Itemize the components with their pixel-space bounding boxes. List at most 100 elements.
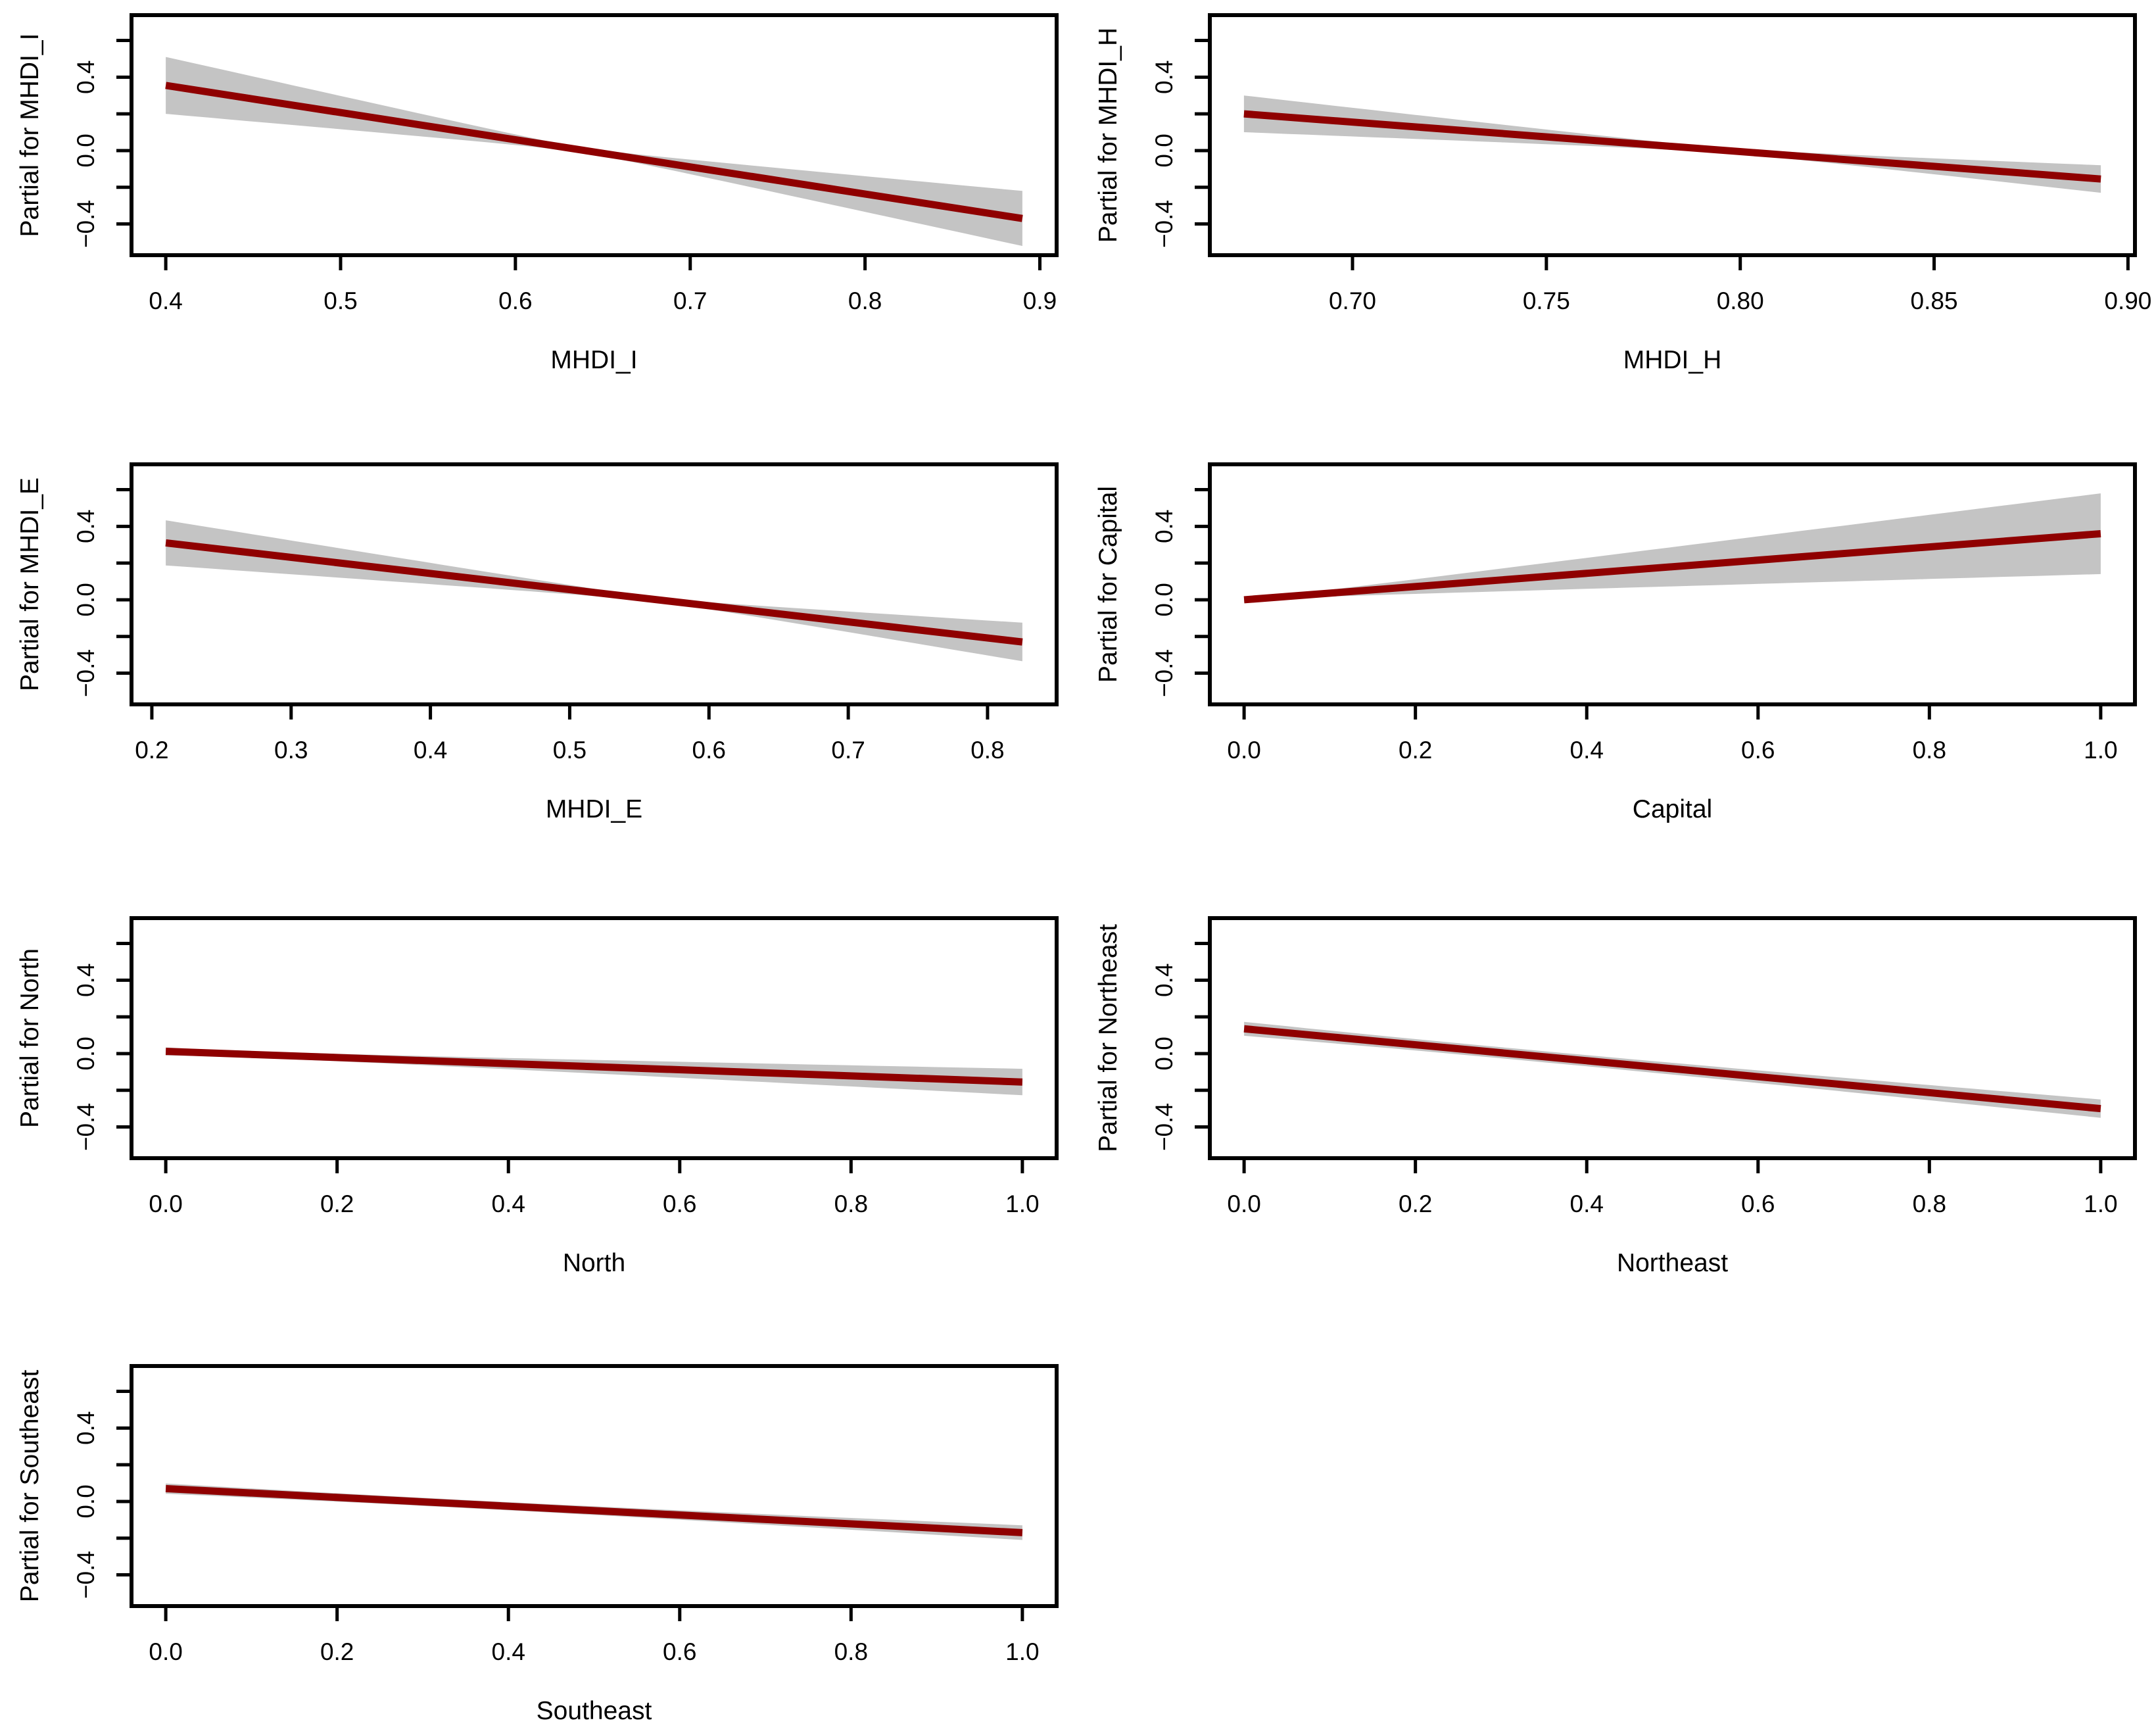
confidence-band <box>1244 493 2101 602</box>
regression-line <box>165 82 1023 222</box>
plot-mhdi-i: 0.4 0.5 0.6 0.7 0.8 0.9 −0.4 0.0 0.4 MHDI_I Partia… <box>0 0 1078 450</box>
plot-southeast: 0.0 0.2 0.4 0.6 0.8 1.0 −0.4 0.0 0.4 Southeast Par… <box>0 1351 1078 1733</box>
y-tick-label: 0.0 <box>1151 1037 1178 1070</box>
x-tick-label: 0.8 <box>970 737 1004 764</box>
x-axis: 0.0 0.2 0.4 0.6 0.8 1.0 <box>149 1158 1040 1217</box>
x-tick-label: 0.6 <box>692 737 726 764</box>
x-tick-label: 0.6 <box>1741 1190 1775 1217</box>
y-tick-label: −0.4 <box>72 200 99 248</box>
x-tick-label: 0.0 <box>149 1638 182 1665</box>
y-axis: −0.4 0.0 0.4 <box>72 39 132 248</box>
y-axis: −0.4 0.0 0.4 <box>72 1390 132 1599</box>
y-axis-title: Partial for MHDI_E <box>16 477 44 691</box>
plot-box <box>130 462 1059 706</box>
plot-box <box>130 13 1059 257</box>
x-axis-title: Southeast <box>537 1697 652 1725</box>
y-tick-label: 0.0 <box>1151 134 1178 167</box>
x-tick-label: 0.4 <box>492 1190 525 1217</box>
x-axis-title: MHDI_I <box>550 346 637 374</box>
y-tick-label: 0.4 <box>1151 510 1178 543</box>
x-axis-title: Northeast <box>1617 1249 1728 1277</box>
x-tick-label: 0.2 <box>135 737 168 764</box>
x-tick-label: 0.7 <box>831 737 865 764</box>
x-tick-label: 0.70 <box>1329 287 1376 314</box>
y-axis-title: Partial for MHDI_I <box>16 34 44 237</box>
x-tick-label: 0.2 <box>1399 1190 1432 1217</box>
x-tick-label: 0.4 <box>149 287 182 314</box>
x-tick-label: 0.2 <box>320 1638 354 1665</box>
x-axis: 0.0 0.2 0.4 0.6 0.8 1.0 <box>149 1606 1040 1665</box>
regression-line <box>165 1048 1023 1086</box>
y-tick-label: −0.4 <box>72 1103 99 1151</box>
plot-mhdi-e: 0.2 0.3 0.4 0.5 0.6 0.7 0.8 −0.4 0.0 0.4 MHDI_E Par… <box>0 449 1078 899</box>
y-axis: −0.4 0.0 0.4 <box>1151 942 1210 1151</box>
y-tick-label: 0.4 <box>72 964 99 997</box>
y-tick-label: −0.4 <box>1151 649 1178 697</box>
x-tick-label: 0.8 <box>848 287 882 314</box>
x-axis-title: Capital <box>1633 795 1712 823</box>
regression-line <box>1243 529 2101 604</box>
regression-line <box>165 1484 1023 1536</box>
plot-box <box>130 916 1059 1160</box>
x-tick-label: 0.5 <box>553 737 587 764</box>
x-tick-label: 0.6 <box>663 1638 696 1665</box>
x-axis-title: MHDI_H <box>1623 346 1722 374</box>
y-tick-label: 0.4 <box>1151 61 1178 94</box>
x-tick-label: 0.2 <box>1399 737 1432 764</box>
x-tick-label: 0.8 <box>834 1638 868 1665</box>
x-axis: 0.4 0.5 0.6 0.7 0.8 0.9 <box>149 255 1057 314</box>
plot-capital: 0.0 0.2 0.4 0.6 0.8 1.0 −0.4 0.0 0.4 Capital Parti… <box>1078 449 2156 899</box>
plot-box <box>130 1364 1059 1608</box>
y-axis: −0.4 0.0 0.4 <box>1151 488 1210 697</box>
x-axis: 0.0 0.2 0.4 0.6 0.8 1.0 <box>1227 704 2118 764</box>
x-tick-label: 0.2 <box>320 1190 354 1217</box>
y-tick-label: 0.0 <box>1151 583 1178 616</box>
y-axis: −0.4 0.0 0.4 <box>1151 39 1210 248</box>
x-tick-label: 0.0 <box>1227 737 1260 764</box>
y-axis-title: Partial for Southeast <box>16 1370 44 1603</box>
x-axis-title: MHDI_E <box>546 795 642 823</box>
x-tick-label: 1.0 <box>1005 1638 1039 1665</box>
x-axis: 0.2 0.3 0.4 0.5 0.6 0.7 0.8 <box>135 704 1005 764</box>
y-tick-label: 0.4 <box>72 61 99 94</box>
x-tick-label: 0.6 <box>663 1190 696 1217</box>
y-tick-label: −0.4 <box>1151 200 1178 248</box>
y-tick-label: 0.0 <box>72 1484 99 1518</box>
y-tick-label: −0.4 <box>72 649 99 697</box>
plot-box <box>1208 462 2137 706</box>
plot-north: 0.0 0.2 0.4 0.6 0.8 1.0 −0.4 0.0 0.4 North Partial… <box>0 903 1078 1353</box>
x-axis-title: North <box>563 1249 625 1277</box>
y-tick-label: −0.4 <box>1151 1103 1178 1151</box>
regression-line <box>1243 110 2101 183</box>
x-tick-label: 1.0 <box>2084 737 2117 764</box>
plot-capital-canvas: 0.0 0.2 0.4 0.6 0.8 1.0 −0.4 0.0 0.4 Capital Parti… <box>1094 462 2137 823</box>
x-axis: 0.0 0.2 0.4 0.6 0.8 1.0 <box>1227 1158 2118 1217</box>
regression-line <box>1243 1025 2101 1113</box>
x-tick-label: 1.0 <box>2084 1190 2117 1217</box>
plot-northeast: 0.0 0.2 0.4 0.6 0.8 1.0 −0.4 0.0 0.4 Northeast Par… <box>1078 903 2156 1353</box>
y-axis: −0.4 0.0 0.4 <box>72 488 132 697</box>
x-tick-label: 0.4 <box>492 1638 525 1665</box>
x-tick-label: 0.4 <box>1570 737 1604 764</box>
y-tick-label: 0.4 <box>72 1411 99 1445</box>
plot-mhdi-e-canvas: 0.2 0.3 0.4 0.5 0.6 0.7 0.8 −0.4 0.0 0.4 MHDI_E Par… <box>16 462 1059 823</box>
plot-box <box>1208 916 2137 1160</box>
x-tick-label: 0.80 <box>1717 287 1764 314</box>
x-tick-label: 0.4 <box>414 737 447 764</box>
y-tick-label: 0.0 <box>72 583 99 616</box>
x-axis: 0.70 0.75 0.80 0.85 0.90 <box>1329 255 2151 314</box>
plot-mhdi-h: 0.70 0.75 0.80 0.85 0.90 −0.4 0.0 0.4 MHDI_H Part… <box>1078 0 2156 450</box>
x-tick-label: 0.0 <box>1227 1190 1260 1217</box>
x-tick-label: 0.85 <box>1911 287 1958 314</box>
x-tick-label: 0.90 <box>2104 287 2151 314</box>
x-tick-label: 1.0 <box>1005 1190 1039 1217</box>
y-tick-label: 0.0 <box>72 134 99 167</box>
x-tick-label: 0.3 <box>274 737 308 764</box>
plot-north-canvas: 0.0 0.2 0.4 0.6 0.8 1.0 −0.4 0.0 0.4 North Partial… <box>16 916 1059 1277</box>
x-tick-label: 0.75 <box>1523 287 1570 314</box>
plot-mhdi-i-canvas: 0.4 0.5 0.6 0.7 0.8 0.9 −0.4 0.0 0.4 MHDI_I Partia… <box>16 13 1059 374</box>
plot-northeast-canvas: 0.0 0.2 0.4 0.6 0.8 1.0 −0.4 0.0 0.4 Northeast Par… <box>1094 916 2137 1277</box>
x-tick-label: 0.4 <box>1570 1190 1604 1217</box>
x-tick-label: 0.0 <box>149 1190 182 1217</box>
